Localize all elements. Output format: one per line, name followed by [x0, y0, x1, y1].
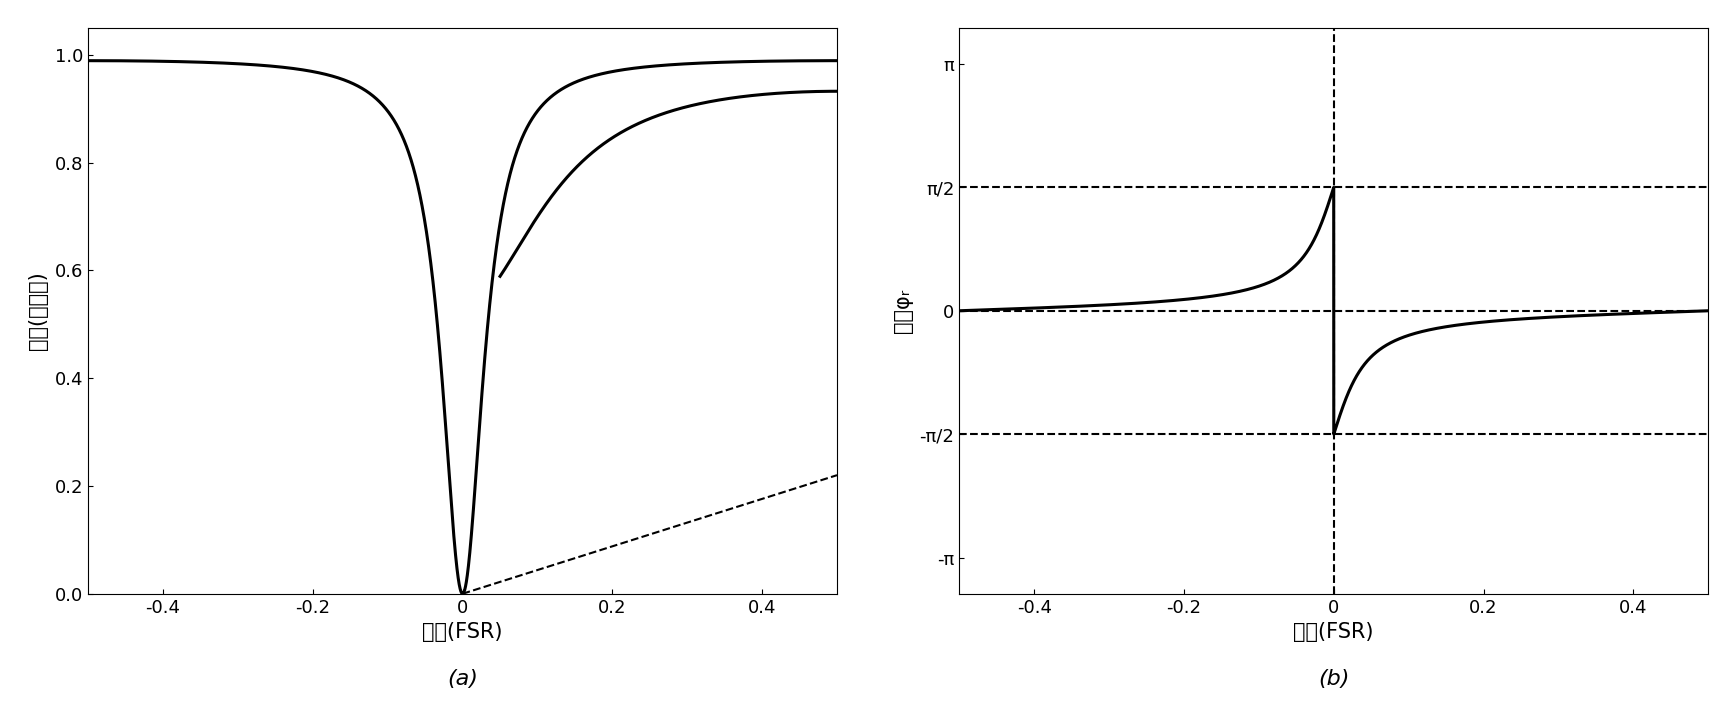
- Y-axis label: 光强(相对值): 光强(相对值): [28, 271, 49, 350]
- X-axis label: 频率(FSR): 频率(FSR): [1293, 622, 1373, 642]
- Y-axis label: 相位φᵣ: 相位φᵣ: [892, 288, 913, 333]
- Text: (a): (a): [448, 668, 477, 688]
- Text: (b): (b): [1318, 668, 1349, 688]
- X-axis label: 频率(FSR): 频率(FSR): [422, 622, 503, 642]
